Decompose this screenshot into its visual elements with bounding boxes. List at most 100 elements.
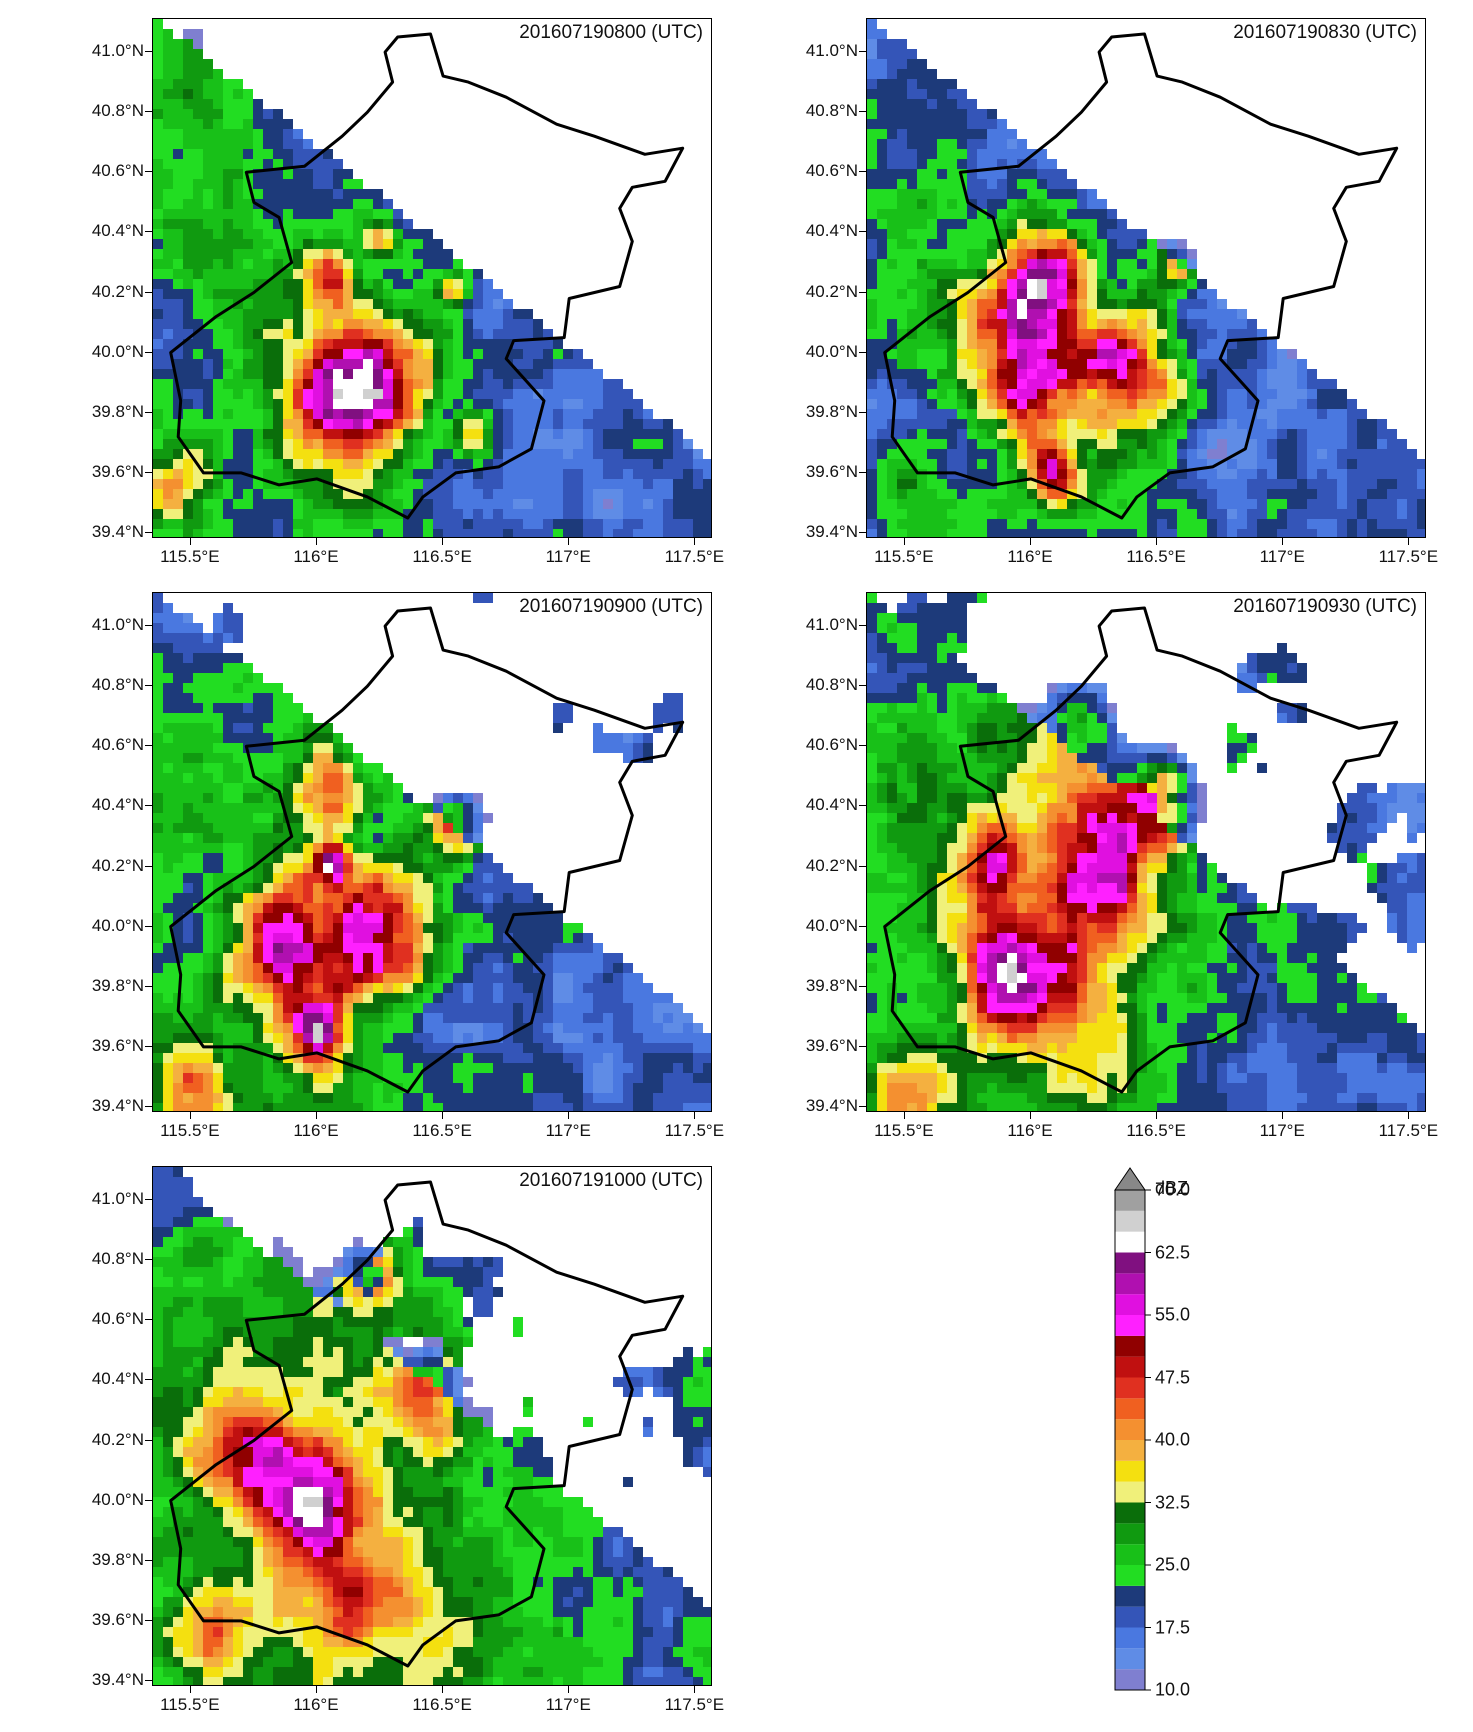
lat-tick bbox=[145, 1259, 152, 1261]
lon-tick bbox=[1156, 538, 1158, 545]
lon-tick bbox=[315, 538, 317, 545]
lat-tick bbox=[859, 1045, 866, 1047]
lat-tick-label: 41.0°N bbox=[91, 1189, 144, 1209]
lat-tick-label: 40.0°N bbox=[91, 341, 144, 361]
lat-tick bbox=[859, 805, 866, 807]
lon-tick-label: 116.5°E bbox=[1126, 1121, 1186, 1140]
colorbar-segment bbox=[1115, 1210, 1145, 1232]
timestamp-label: 201607190900 (UTC) bbox=[517, 596, 705, 618]
colorbar-segment bbox=[1115, 1419, 1145, 1440]
lon-tick bbox=[189, 538, 191, 545]
lat-tick-label: 39.4°N bbox=[805, 521, 858, 541]
lat-tick-label: 40.0°N bbox=[805, 915, 858, 935]
colorbar-segment bbox=[1115, 1460, 1145, 1482]
lat-tick bbox=[859, 531, 866, 533]
reflectivity-field bbox=[867, 19, 1425, 537]
lat-tick bbox=[145, 805, 152, 807]
lat-tick bbox=[145, 111, 152, 113]
lat-tick bbox=[145, 531, 152, 533]
lat-tick-label: 40.2°N bbox=[91, 1429, 144, 1449]
lat-tick bbox=[859, 291, 866, 293]
colorbar-segment bbox=[1115, 1502, 1145, 1524]
lon-tick bbox=[568, 1686, 570, 1693]
radar-panel-1000: 201607191000 (UTC) 41.0°N 40.8°N 40.6°N 40.4… bbox=[92, 1166, 724, 1714]
lat-tick bbox=[859, 471, 866, 473]
colorbar-label: 25.0 bbox=[1155, 1554, 1191, 1575]
beijing-boundary bbox=[883, 32, 1399, 520]
lat-tick bbox=[145, 1319, 152, 1321]
lat-tick bbox=[145, 471, 152, 473]
lat-tick-label: 40.2°N bbox=[805, 281, 858, 301]
lon-tick bbox=[1029, 1112, 1031, 1119]
lon-tick bbox=[903, 1112, 905, 1119]
lat-tick bbox=[145, 291, 152, 293]
lon-tick-label: 117°E bbox=[545, 547, 591, 566]
lon-tick-label: 115.5°E bbox=[874, 547, 934, 566]
reflectivity-field bbox=[153, 1167, 711, 1685]
lon-tick-label: 117.5°E bbox=[664, 547, 725, 566]
radar-map: 201607190900 (UTC) bbox=[152, 592, 712, 1112]
lon-tick-label: 116.5°E bbox=[412, 547, 472, 566]
colorbar-segment bbox=[1115, 1231, 1145, 1253]
reflectivity-field bbox=[153, 593, 711, 1111]
lon-tick bbox=[442, 538, 444, 545]
colorbar-segment bbox=[1115, 1627, 1145, 1649]
lat-tick bbox=[145, 231, 152, 233]
reflectivity-field bbox=[153, 19, 711, 537]
lat-tick bbox=[859, 351, 866, 353]
colorbar-label: 40.0 bbox=[1155, 1429, 1191, 1450]
lon-tick-label: 117°E bbox=[1259, 1121, 1305, 1140]
timestamp-label: 201607190830 (UTC) bbox=[1231, 22, 1419, 44]
lat-tick bbox=[145, 1499, 152, 1501]
radar-panel-0930: 201607190930 (UTC) 41.0°N 40.8°N 40.6°N 40.4… bbox=[806, 592, 1438, 1140]
lon-tick bbox=[189, 1112, 191, 1119]
lat-tick-label: 40.4°N bbox=[805, 795, 858, 815]
lon-tick-label: 117.5°E bbox=[664, 1695, 725, 1714]
colorbar-segment bbox=[1115, 1585, 1145, 1607]
lat-tick-label: 39.8°N bbox=[805, 401, 858, 421]
lon-tick-label: 116.5°E bbox=[1126, 547, 1186, 566]
colorbar-segment bbox=[1115, 1294, 1145, 1315]
lat-tick-label: 40.8°N bbox=[805, 675, 858, 695]
lon-tick bbox=[1408, 538, 1410, 545]
timestamp-label: 201607190800 (UTC) bbox=[517, 22, 705, 44]
colorbar-segment bbox=[1115, 1252, 1145, 1274]
colorbar-label: 10.0 bbox=[1155, 1679, 1191, 1700]
radar-map: 201607190930 (UTC) bbox=[866, 592, 1426, 1112]
lat-tick-label: 40.8°N bbox=[91, 1249, 144, 1269]
colorbar-segment bbox=[1115, 1669, 1145, 1690]
lon-tick-label: 117.5°E bbox=[1378, 547, 1439, 566]
colorbar-segment bbox=[1115, 1440, 1145, 1461]
colorbar-segment bbox=[1115, 1565, 1145, 1586]
lat-tick-label: 40.4°N bbox=[91, 1369, 144, 1389]
lat-tick-label: 40.2°N bbox=[91, 855, 144, 875]
lat-tick-label: 40.6°N bbox=[805, 161, 858, 181]
colorbar-segment bbox=[1115, 1377, 1145, 1399]
colorbar-segment bbox=[1115, 1523, 1145, 1545]
lat-tick-label: 40.4°N bbox=[91, 795, 144, 815]
lat-tick-label: 39.8°N bbox=[805, 975, 858, 995]
lon-tick-label: 116°E bbox=[293, 1121, 339, 1140]
colorbar-label: 17.5 bbox=[1155, 1617, 1191, 1637]
lon-tick bbox=[1029, 538, 1031, 545]
lat-tick-label: 41.0°N bbox=[91, 615, 144, 635]
lon-tick bbox=[442, 1686, 444, 1693]
lon-tick-label: 116.5°E bbox=[412, 1121, 472, 1140]
beijing-boundary bbox=[883, 606, 1399, 1094]
lon-tick-label: 115.5°E bbox=[160, 547, 220, 566]
lon-tick-label: 116°E bbox=[1007, 1121, 1053, 1140]
lat-tick bbox=[145, 1439, 152, 1441]
lat-tick-label: 40.6°N bbox=[91, 161, 144, 181]
lat-tick-label: 40.6°N bbox=[805, 735, 858, 755]
lon-tick bbox=[189, 1686, 191, 1693]
colorbar-segment bbox=[1115, 1273, 1145, 1295]
radar-map: 201607191000 (UTC) bbox=[152, 1166, 712, 1686]
colorbar-segment bbox=[1115, 1648, 1145, 1670]
lat-tick-label: 40.0°N bbox=[91, 915, 144, 935]
timestamp-label: 201607191000 (UTC) bbox=[517, 1170, 705, 1192]
colorbar-unit: dBZ bbox=[1155, 1178, 1189, 1198]
lat-tick bbox=[859, 865, 866, 867]
lat-tick-label: 40.0°N bbox=[91, 1489, 144, 1509]
lat-tick bbox=[145, 51, 152, 53]
lat-tick bbox=[859, 51, 866, 53]
